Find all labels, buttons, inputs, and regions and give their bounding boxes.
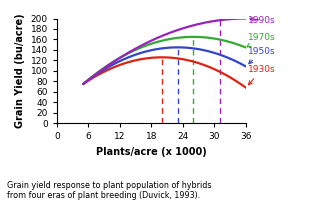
Y-axis label: Grain Yield (bu/acre): Grain Yield (bu/acre) [15, 14, 25, 128]
Text: Grain yield response to plant population of hybrids
from four eras of plant bree: Grain yield response to plant population… [7, 181, 211, 200]
X-axis label: Plants/acre (x 1000): Plants/acre (x 1000) [96, 147, 207, 157]
Text: 1930s: 1930s [248, 65, 276, 85]
Text: 1950s: 1950s [248, 47, 276, 64]
Text: 1970s: 1970s [247, 33, 276, 47]
Text: 1990s: 1990s [248, 16, 276, 25]
